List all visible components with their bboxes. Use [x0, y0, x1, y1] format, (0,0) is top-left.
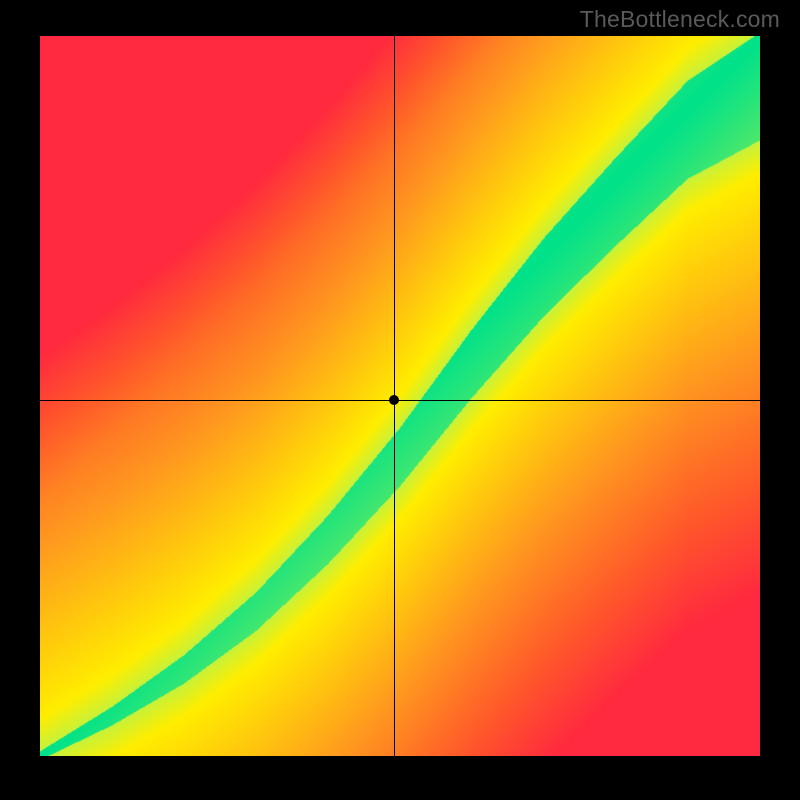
- plot-area: [40, 36, 760, 756]
- chart-container: TheBottleneck.com: [0, 0, 800, 800]
- selection-marker-dot: [389, 395, 399, 405]
- crosshair-horizontal: [40, 400, 760, 401]
- heatmap-canvas: [40, 36, 760, 756]
- watermark-text: TheBottleneck.com: [580, 6, 780, 33]
